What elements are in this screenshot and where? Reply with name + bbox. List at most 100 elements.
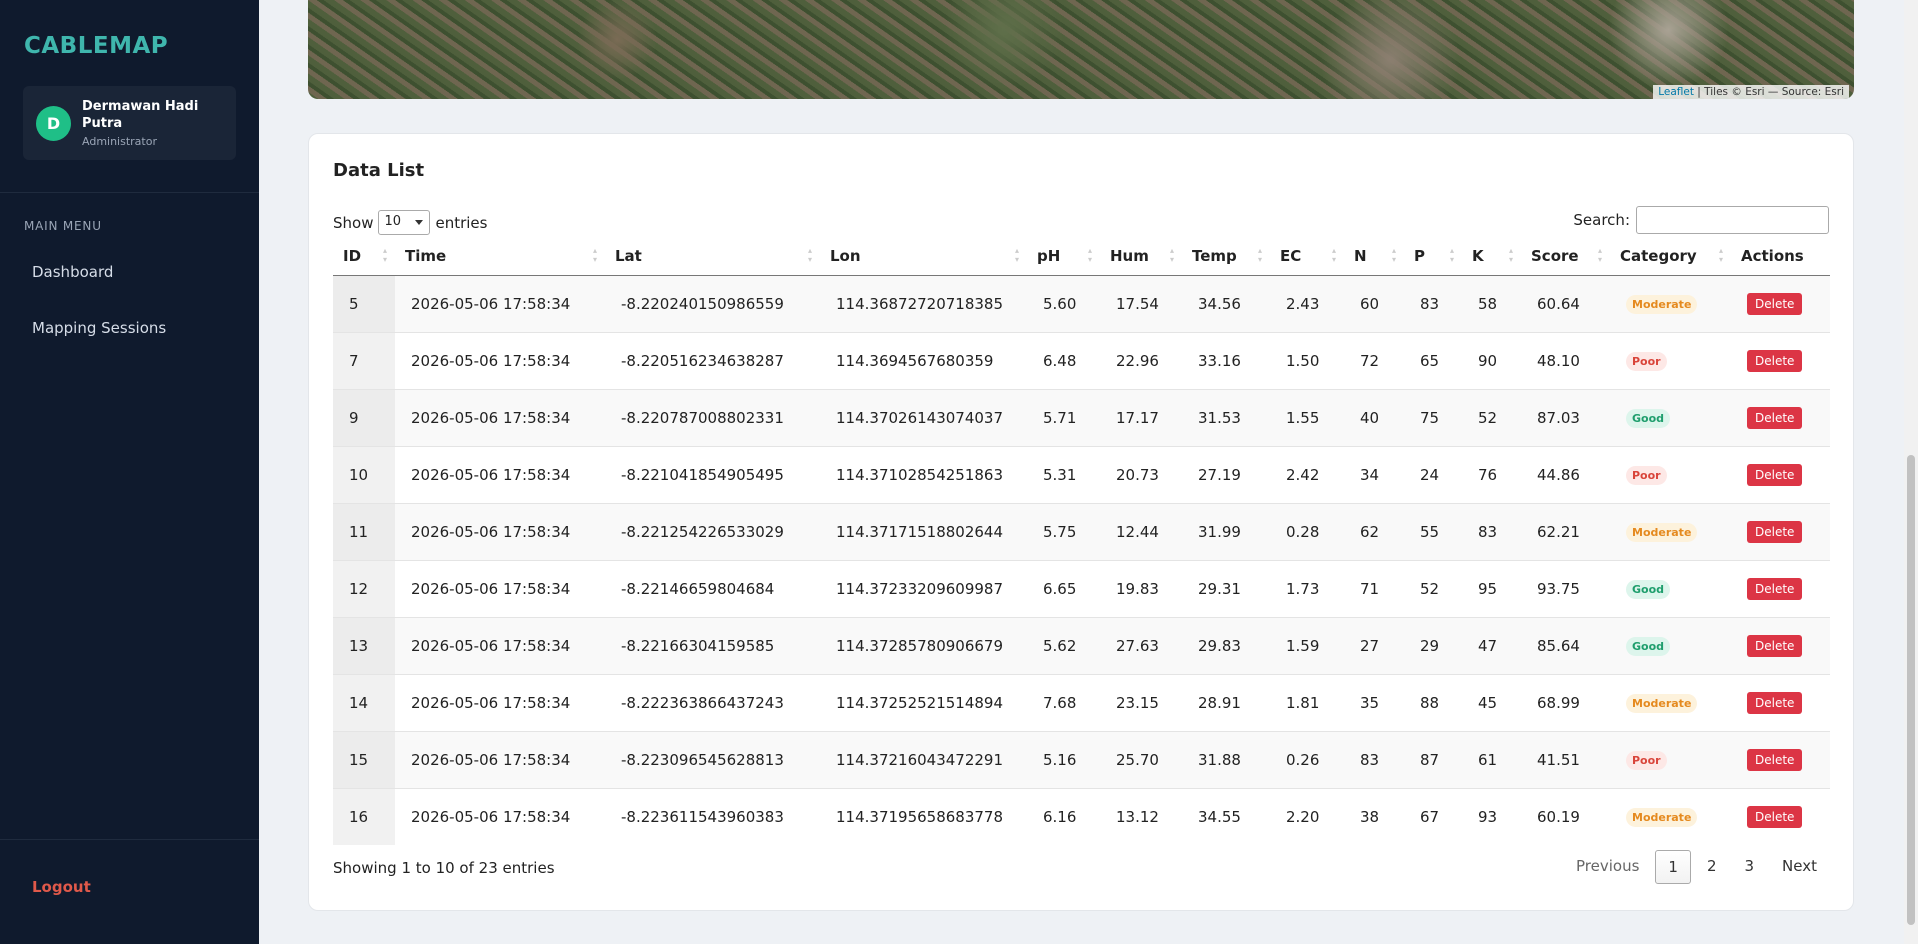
column-header[interactable]: Time bbox=[395, 237, 605, 276]
table-cell: 62 bbox=[1344, 502, 1404, 560]
table-cell: 87 bbox=[1404, 730, 1462, 788]
menu-item[interactable]: Dashboard bbox=[32, 263, 114, 281]
map[interactable]: Leaflet | Tiles © Esri — Source: Esri bbox=[308, 0, 1854, 99]
table-cell: 47 bbox=[1462, 616, 1521, 674]
table-cell: 0.26 bbox=[1270, 730, 1344, 788]
table-cell: -8.220240150986559 bbox=[605, 274, 820, 332]
table-cell: 2026-05-06 17:58:34 bbox=[395, 331, 605, 389]
table-cell: Delete bbox=[1731, 388, 1830, 446]
search-label: Search: bbox=[1573, 211, 1630, 229]
table-cell: 83 bbox=[1344, 730, 1404, 788]
map-attribution: Leaflet | Tiles © Esri — Source: Esri bbox=[1653, 85, 1849, 99]
search-input[interactable] bbox=[1636, 206, 1829, 234]
divider bbox=[0, 839, 259, 840]
table-cell: 114.36872720718385 bbox=[820, 274, 1027, 332]
delete-button[interactable]: Delete bbox=[1747, 292, 1803, 315]
delete-button[interactable]: Delete bbox=[1747, 805, 1803, 828]
attribution-link[interactable]: Leaflet bbox=[1658, 86, 1694, 98]
table-cell: 27.19 bbox=[1182, 445, 1270, 503]
table-cell: 22.96 bbox=[1100, 331, 1182, 389]
column-header[interactable]: ID bbox=[333, 237, 395, 276]
category-badge: Moderate bbox=[1626, 693, 1698, 713]
delete-button[interactable]: Delete bbox=[1747, 349, 1803, 372]
table-cell: 60.19 bbox=[1521, 787, 1610, 845]
column-header[interactable]: Temp bbox=[1182, 237, 1270, 276]
table-cell: 83 bbox=[1404, 274, 1462, 332]
page-button[interactable]: Next bbox=[1782, 857, 1817, 875]
column-header[interactable]: K bbox=[1462, 237, 1521, 276]
delete-button[interactable]: Delete bbox=[1747, 577, 1803, 600]
table-cell: 52 bbox=[1404, 559, 1462, 617]
menu-item[interactable]: Mapping Sessions bbox=[32, 319, 167, 337]
delete-button[interactable]: Delete bbox=[1747, 634, 1803, 657]
search-control: Search: bbox=[1573, 206, 1829, 234]
sidebar: CABLEMAP D Dermawan Hadi Putra Administr… bbox=[0, 0, 259, 944]
table-row: 14 2026-05-06 17:58:34 -8.222363866437243 1… bbox=[333, 673, 1830, 731]
table-row: 11 2026-05-06 17:58:34 -8.221254226533029 1… bbox=[333, 502, 1830, 560]
table-cell: 67 bbox=[1404, 787, 1462, 845]
delete-button[interactable]: Delete bbox=[1747, 463, 1803, 486]
column-header[interactable]: N bbox=[1344, 237, 1404, 276]
table-row: 7 2026-05-06 17:58:34 -8.220516234638287 11… bbox=[333, 331, 1830, 389]
entries-select[interactable]: 10 bbox=[378, 210, 431, 235]
table-cell: 5.75 bbox=[1027, 502, 1100, 560]
logout[interactable]: Logout bbox=[32, 878, 91, 896]
page-button[interactable]: 3 bbox=[1744, 857, 1755, 875]
table-cell: 2026-05-06 17:58:34 bbox=[395, 616, 605, 674]
table-cell: 34.55 bbox=[1182, 787, 1270, 845]
table-cell: Moderate bbox=[1610, 787, 1731, 845]
table-cell: 5.60 bbox=[1027, 274, 1100, 332]
page-button[interactable]: 2 bbox=[1706, 857, 1717, 875]
entries-label: entries bbox=[435, 213, 488, 232]
delete-button[interactable]: Delete bbox=[1747, 748, 1803, 771]
column-header[interactable]: Lat bbox=[605, 237, 820, 276]
category-badge: Moderate bbox=[1626, 807, 1698, 827]
table-cell: 61 bbox=[1462, 730, 1521, 788]
table-cell: 2026-05-06 17:58:34 bbox=[395, 787, 605, 845]
table-cell: 31.88 bbox=[1182, 730, 1270, 788]
column-header[interactable]: pH bbox=[1027, 237, 1100, 276]
table-cell: 65 bbox=[1404, 331, 1462, 389]
table-cell: 17.54 bbox=[1100, 274, 1182, 332]
table-cell: 114.37252521514894 bbox=[820, 673, 1027, 731]
page-button[interactable]: 1 bbox=[1655, 850, 1691, 884]
attribution-text: | Tiles © Esri — Source: Esri bbox=[1697, 86, 1844, 98]
table-row: 5 2026-05-06 17:58:34 -8.220240150986559 11… bbox=[333, 274, 1830, 332]
category-badge: Poor bbox=[1626, 750, 1667, 770]
table-cell: 114.37233209609987 bbox=[820, 559, 1027, 617]
table-cell: Good bbox=[1610, 616, 1731, 674]
column-header[interactable]: EC bbox=[1270, 237, 1344, 276]
brand[interactable]: CABLEMAP bbox=[24, 33, 169, 59]
table-cell: -8.222363866437243 bbox=[605, 673, 820, 731]
category-badge: Moderate bbox=[1626, 294, 1698, 314]
table-cell: 71 bbox=[1344, 559, 1404, 617]
column-header[interactable]: Category bbox=[1610, 237, 1731, 276]
table-cell: -8.223096545628813 bbox=[605, 730, 820, 788]
table-cell: 1.59 bbox=[1270, 616, 1344, 674]
column-header[interactable]: Lon bbox=[820, 237, 1027, 276]
table-cell: 2.43 bbox=[1270, 274, 1344, 332]
delete-button[interactable]: Delete bbox=[1747, 520, 1803, 543]
delete-button[interactable]: Delete bbox=[1747, 691, 1803, 714]
table-cell: 5.62 bbox=[1027, 616, 1100, 674]
delete-button[interactable]: Delete bbox=[1747, 406, 1803, 429]
column-header[interactable]: Score bbox=[1521, 237, 1610, 276]
table-cell: -8.22146659804684 bbox=[605, 559, 820, 617]
page-button[interactable]: Previous bbox=[1576, 857, 1640, 875]
column-header[interactable]: P bbox=[1404, 237, 1462, 276]
table-cell: Delete bbox=[1731, 445, 1830, 503]
table-cell: 5.71 bbox=[1027, 388, 1100, 446]
table-cell: 1.81 bbox=[1270, 673, 1344, 731]
scrollbar[interactable] bbox=[1904, 0, 1918, 944]
table-cell: 24 bbox=[1404, 445, 1462, 503]
scroll-thumb[interactable] bbox=[1907, 455, 1915, 925]
table-info: Showing 1 to 10 of 23 entries bbox=[333, 859, 555, 877]
table-cell: 27 bbox=[1344, 616, 1404, 674]
table-cell: 5.16 bbox=[1027, 730, 1100, 788]
table-cell: 6.48 bbox=[1027, 331, 1100, 389]
table-cell: 68.99 bbox=[1521, 673, 1610, 731]
table-cell: 114.3694567680359 bbox=[820, 331, 1027, 389]
table-cell: 2026-05-06 17:58:34 bbox=[395, 730, 605, 788]
column-header[interactable]: Hum bbox=[1100, 237, 1182, 276]
table-cell: 29 bbox=[1404, 616, 1462, 674]
